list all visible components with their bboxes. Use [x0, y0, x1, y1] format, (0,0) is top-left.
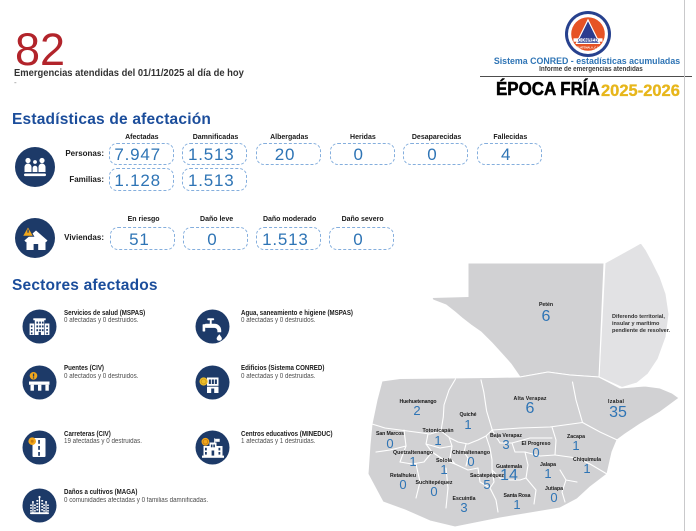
- svg-text:0: 0: [550, 490, 557, 505]
- svg-text:6: 6: [542, 308, 551, 325]
- svg-text:Alta Verapaz: Alta Verapaz: [514, 396, 547, 402]
- svg-text:35: 35: [609, 404, 627, 421]
- svg-text:1: 1: [544, 466, 551, 481]
- svg-text:CONRED: CONRED: [578, 37, 599, 42]
- svg-text:3: 3: [460, 500, 467, 515]
- svg-text:Totonicapán: Totonicapán: [423, 428, 454, 434]
- svg-text:Retalhuleu: Retalhuleu: [390, 473, 416, 479]
- svg-text:Zacapa: Zacapa: [567, 434, 585, 440]
- svg-text:0: 0: [532, 445, 539, 460]
- svg-text:Escuintla: Escuintla: [453, 496, 476, 502]
- svg-text:0: 0: [399, 477, 406, 492]
- svg-text:1: 1: [434, 433, 441, 448]
- svg-text:2: 2: [413, 403, 420, 418]
- svg-text:0: 0: [386, 436, 393, 451]
- svg-text:6: 6: [526, 400, 535, 417]
- svg-text:insular y marítimo: insular y marítimo: [612, 321, 660, 327]
- svg-text:Chiquimula: Chiquimula: [573, 457, 601, 463]
- svg-text:0: 0: [467, 454, 474, 469]
- svg-text:pendiente de resolver.: pendiente de resolver.: [612, 328, 671, 334]
- svg-text:Huehuetenango: Huehuetenango: [400, 399, 437, 405]
- svg-text:Chimaltenango: Chimaltenango: [452, 450, 490, 456]
- svg-text:1: 1: [572, 438, 579, 453]
- svg-text:14: 14: [500, 467, 518, 484]
- svg-text:Diferendo territorial,: Diferendo territorial,: [612, 314, 665, 320]
- svg-text:GUATEMALA, C.A.: GUATEMALA, C.A.: [576, 46, 599, 50]
- svg-text:Baja Verapaz: Baja Verapaz: [490, 433, 522, 439]
- svg-text:Sacatepéquez: Sacatepéquez: [470, 473, 504, 479]
- svg-text:Suchitepéquez: Suchitepéquez: [416, 480, 453, 486]
- svg-text:Guatemala: Guatemala: [496, 464, 522, 470]
- svg-text:1: 1: [513, 497, 520, 512]
- svg-text:1: 1: [409, 454, 416, 469]
- svg-text:San Marcos: San Marcos: [376, 431, 404, 437]
- svg-text:3: 3: [502, 437, 509, 452]
- svg-text:1: 1: [583, 461, 590, 476]
- svg-text:El Progreso: El Progreso: [522, 441, 551, 447]
- svg-text:Santa Rosa: Santa Rosa: [504, 493, 531, 499]
- svg-text:Quetzaltenango: Quetzaltenango: [393, 450, 433, 456]
- svg-text:Petén: Petén: [539, 302, 553, 308]
- svg-text:0: 0: [430, 484, 437, 499]
- svg-text:Quiché: Quiché: [460, 412, 477, 418]
- svg-text:Jutiapa: Jutiapa: [545, 486, 563, 492]
- svg-text:Jalapa: Jalapa: [540, 462, 556, 468]
- svg-text:Izabal: Izabal: [608, 399, 625, 405]
- svg-text:1: 1: [440, 462, 447, 477]
- svg-text:Sololá: Sololá: [436, 458, 452, 464]
- svg-text:1: 1: [464, 417, 471, 432]
- svg-text:5: 5: [483, 477, 490, 492]
